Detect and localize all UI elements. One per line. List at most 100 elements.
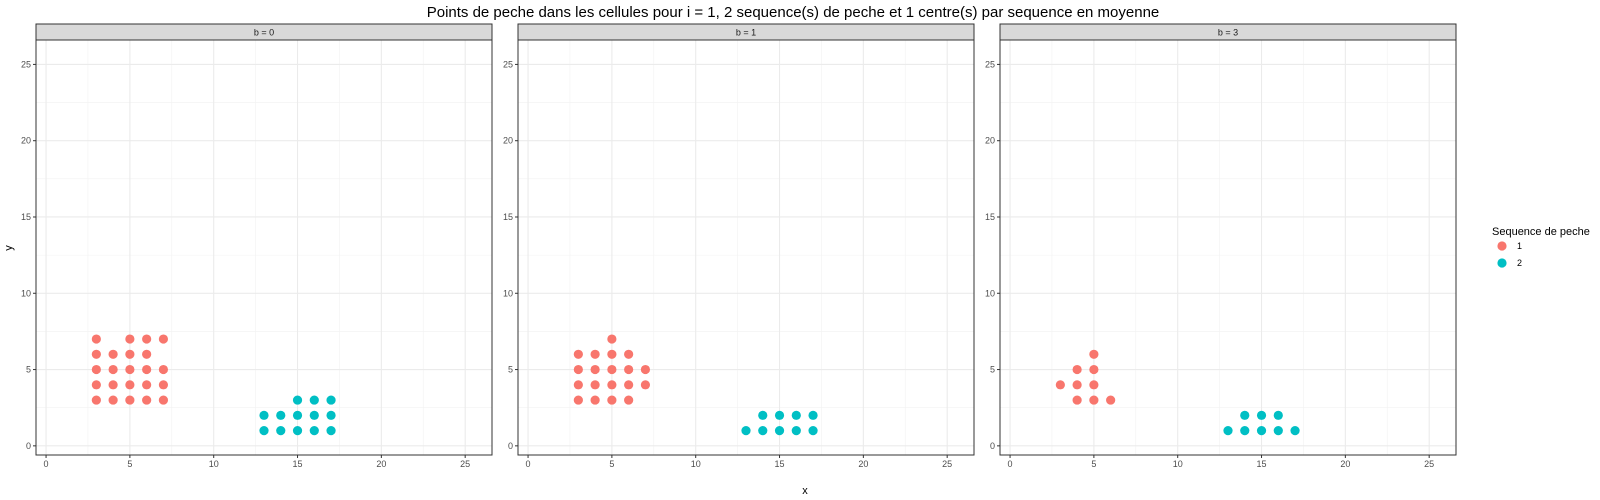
x-tick-label: 25 <box>460 459 470 469</box>
data-point-series-1 <box>142 349 152 359</box>
data-point-series-1 <box>142 380 152 390</box>
data-point-series-1 <box>125 395 135 405</box>
data-point-series-1 <box>624 395 634 405</box>
data-point-series-2 <box>326 425 336 436</box>
data-point-series-1 <box>607 349 617 359</box>
x-tick-label: 25 <box>1424 459 1434 469</box>
data-point-series-1 <box>1106 395 1116 405</box>
data-point-series-1 <box>158 364 169 375</box>
x-tick-label: 0 <box>1008 459 1013 469</box>
data-point-series-1 <box>640 364 651 375</box>
y-tick-label: 10 <box>985 288 995 298</box>
data-point-series-1 <box>590 364 600 375</box>
data-point-series-2 <box>741 425 751 436</box>
data-point-series-2 <box>758 410 768 420</box>
data-point-series-1 <box>1089 395 1099 405</box>
data-point-series-1 <box>1072 364 1082 375</box>
x-tick-label: 10 <box>209 459 219 469</box>
x-tick-label: 5 <box>609 459 614 469</box>
x-tick-label: 10 <box>1173 459 1183 469</box>
data-point-series-1 <box>1089 380 1099 390</box>
data-point-series-2 <box>309 425 319 436</box>
data-point-series-1 <box>125 349 135 359</box>
data-point-series-2 <box>808 410 818 420</box>
data-point-series-2 <box>292 425 303 436</box>
data-point-series-1 <box>607 364 617 375</box>
data-point-series-1 <box>607 395 617 405</box>
facet-strip-label: b = 3 <box>1218 28 1238 38</box>
y-tick-label: 5 <box>26 365 31 375</box>
x-tick-label: 5 <box>1091 459 1096 469</box>
data-point-series-1 <box>590 349 600 359</box>
data-point-series-1 <box>624 364 634 375</box>
data-point-series-2 <box>309 410 319 420</box>
y-tick-label: 10 <box>21 288 31 298</box>
data-point-series-1 <box>142 364 152 375</box>
y-tick-label: 20 <box>985 136 995 146</box>
data-point-series-2 <box>1223 425 1233 436</box>
x-tick-label: 15 <box>1257 459 1267 469</box>
x-tick-label: 0 <box>44 459 49 469</box>
facet-strip-label: b = 1 <box>736 28 756 38</box>
data-point-series-2 <box>292 410 303 420</box>
data-point-series-1 <box>108 395 118 405</box>
data-point-series-2 <box>1256 425 1267 436</box>
y-tick-label: 0 <box>990 441 995 451</box>
data-point-series-1 <box>142 395 152 405</box>
data-point-series-1 <box>573 364 583 375</box>
data-point-series-2 <box>774 425 785 436</box>
data-point-series-2 <box>774 410 785 420</box>
data-point-series-2 <box>1273 425 1283 436</box>
data-point-series-2 <box>276 410 286 420</box>
data-point-series-2 <box>326 410 336 420</box>
legend-label-1: 1 <box>1517 241 1522 251</box>
data-point-series-2 <box>259 410 269 420</box>
x-tick-label: 15 <box>293 459 303 469</box>
y-tick-label: 15 <box>503 212 513 222</box>
data-point-series-1 <box>91 334 101 344</box>
y-tick-label: 20 <box>21 136 31 146</box>
data-point-series-1 <box>640 380 651 390</box>
data-point-series-1 <box>158 334 169 344</box>
data-point-series-2 <box>1256 410 1267 420</box>
legend: Sequence de peche 1 2 <box>1492 226 1590 268</box>
data-point-series-2 <box>808 425 818 436</box>
facet-panels: b = 0 0 5 10 15 20 25 0 5 10 15 20 25 b = 1 0 5 10 15 20 25… <box>21 23 1457 469</box>
y-tick-label: 20 <box>503 136 513 146</box>
y-tick-label: 0 <box>26 441 31 451</box>
panel-border <box>35 39 493 456</box>
data-point-series-1 <box>125 364 135 375</box>
y-tick-label: 25 <box>985 59 995 69</box>
y-tick-label: 0 <box>508 441 513 451</box>
data-point-series-1 <box>624 380 634 390</box>
x-tick-label: 15 <box>775 459 785 469</box>
data-point-series-2 <box>1290 425 1300 436</box>
data-point-series-1 <box>125 334 135 344</box>
data-point-series-1 <box>1072 395 1082 405</box>
data-point-series-1 <box>108 380 118 390</box>
x-tick-label: 25 <box>942 459 952 469</box>
panel-border <box>517 39 975 456</box>
legend-label-2: 2 <box>1517 258 1522 268</box>
data-point-series-2 <box>276 425 286 436</box>
x-tick-label: 5 <box>127 459 132 469</box>
y-tick-label: 25 <box>21 59 31 69</box>
legend-key-1 <box>1497 241 1507 251</box>
data-point-series-1 <box>624 349 634 359</box>
facet-panel-2: b = 3 0 5 10 15 20 25 0 5 10 15 20 25 <box>985 23 1457 469</box>
data-point-series-2 <box>1240 410 1250 420</box>
y-axis-title: y <box>3 245 15 251</box>
data-point-series-1 <box>590 380 600 390</box>
panel-border <box>999 39 1457 456</box>
data-point-series-2 <box>791 425 801 436</box>
x-tick-label: 20 <box>376 459 386 469</box>
data-point-series-1 <box>158 395 169 405</box>
panel-background <box>36 40 492 455</box>
data-point-series-1 <box>142 334 152 344</box>
data-point-series-1 <box>108 364 118 375</box>
facet-strip-label: b = 0 <box>254 28 274 38</box>
y-tick-label: 10 <box>503 288 513 298</box>
panel-background <box>1000 40 1456 455</box>
data-point-series-1 <box>108 349 118 359</box>
